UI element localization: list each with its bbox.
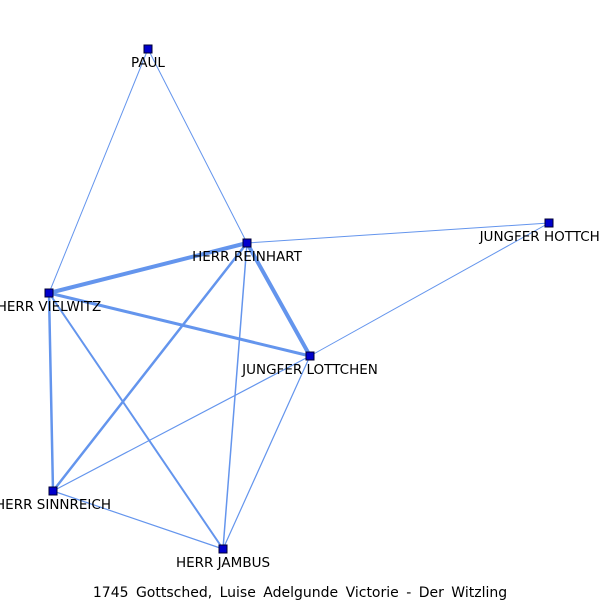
node-label-reinhart: HERR REINHART bbox=[192, 249, 303, 265]
nodes-layer bbox=[44, 44, 554, 554]
edge-reinhart-sinnreich bbox=[51, 241, 249, 493]
edge-paul-vielwitz bbox=[48, 48, 149, 294]
figure-caption: 1745 Gottsched, Luise Adelgunde Victorie… bbox=[93, 585, 507, 600]
edge-vielwitz-jambus bbox=[48, 292, 224, 550]
edge-reinhart-lottchen bbox=[245, 241, 312, 358]
edge-lottchen-jambus bbox=[222, 355, 311, 550]
edge-vielwitz-sinnreich bbox=[47, 291, 55, 493]
labels-layer: PAUL HERR REINHART JUNGFER HOTTCHEN HERR VI… bbox=[0, 55, 600, 571]
edge-sinnreich-jambus bbox=[52, 490, 224, 550]
node-hottchen bbox=[544, 218, 554, 228]
node-label-hottchen: JUNGFER HOTTCHEN bbox=[479, 229, 600, 245]
node-reinhart bbox=[242, 238, 252, 248]
node-vielwitz bbox=[44, 288, 54, 298]
node-lottchen bbox=[305, 351, 315, 361]
edge-lottchen-sinnreich bbox=[52, 355, 311, 492]
node-label-sinnreich: HERR SINNREICH bbox=[0, 497, 111, 513]
node-label-vielwitz: HERR VIELWITZ bbox=[0, 299, 101, 315]
node-label-jambus: HERR JAMBUS bbox=[176, 555, 270, 571]
edge-reinhart-vielwitz bbox=[47, 241, 249, 295]
edge-reinhart-hottchen bbox=[246, 222, 550, 244]
node-paul bbox=[143, 44, 153, 54]
edge-vielwitz-lottchen bbox=[47, 291, 312, 358]
edges-layer bbox=[47, 48, 550, 550]
node-label-lottchen: JUNGFER LOTTCHEN bbox=[241, 362, 378, 378]
node-jambus bbox=[218, 544, 228, 554]
node-sinnreich bbox=[48, 486, 58, 496]
edge-hottchen-lottchen bbox=[309, 222, 550, 357]
edge-paul-reinhart bbox=[147, 48, 248, 244]
node-label-paul: PAUL bbox=[131, 55, 165, 71]
